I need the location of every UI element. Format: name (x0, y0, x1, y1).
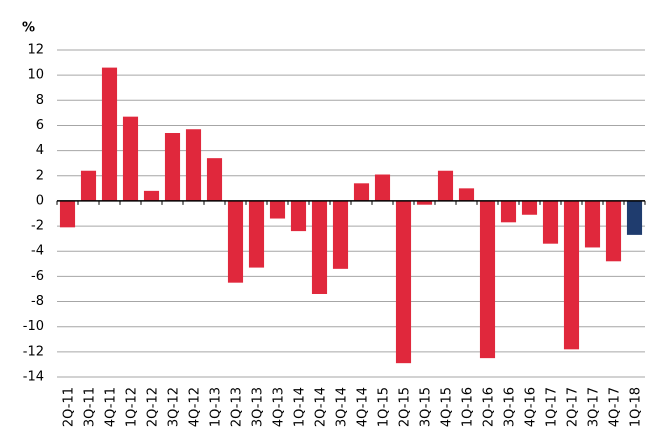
y-axis-label: % (22, 21, 35, 36)
y-tick-label: -10 (23, 319, 44, 334)
bar (290, 200, 307, 232)
y-tick-label: 12 (27, 43, 44, 58)
bar (395, 200, 412, 364)
x-tick-label: 3Q-16 (503, 387, 518, 427)
x-tick-label: 4Q-14 (356, 387, 371, 427)
x-tick-label: 1Q-17 (545, 387, 560, 427)
y-tick-label: -14 (23, 370, 44, 385)
bar (584, 200, 601, 248)
x-tick-label: 4Q-11 (104, 387, 119, 427)
bar (353, 183, 370, 201)
x-tick-label: 1Q-15 (377, 387, 392, 427)
y-tick-label: -12 (23, 344, 44, 359)
x-tick-label: 4Q-12 (188, 387, 203, 427)
y-tick-label: -8 (31, 294, 44, 309)
y-tick-label: -6 (31, 269, 44, 284)
x-tick-label: 3Q-15 (419, 387, 434, 427)
bar (437, 170, 454, 201)
y-tick-label: 0 (36, 193, 44, 208)
bar (311, 200, 328, 294)
y-tick-label: 10 (27, 68, 44, 83)
x-tick-label: 2Q-15 (398, 387, 413, 427)
bar (80, 170, 97, 201)
x-tick-label: 4Q-17 (608, 387, 623, 427)
bar (164, 133, 181, 201)
x-tick-label: 1Q-18 (629, 387, 644, 427)
x-tick-label: 2Q-16 (482, 387, 497, 427)
bar (269, 200, 286, 219)
bar (374, 174, 391, 201)
bar (101, 67, 118, 201)
bar (626, 200, 643, 235)
bar (332, 200, 349, 269)
x-tick-label: 4Q-13 (272, 387, 287, 427)
x-tick-label: 2Q-14 (314, 387, 329, 427)
bar (521, 200, 538, 215)
x-tick-label: 2Q-13 (230, 387, 245, 427)
y-tick-label: 8 (36, 93, 44, 108)
y-tick-label: -4 (31, 244, 44, 259)
x-tick-label: 3Q-14 (335, 387, 350, 427)
bar (206, 158, 223, 201)
x-tick-label: 4Q-15 (440, 387, 455, 427)
bar (542, 200, 559, 244)
bar (59, 200, 76, 228)
x-tick-label: 2Q-17 (566, 387, 581, 427)
bar (248, 200, 265, 268)
bar (605, 200, 622, 262)
bar (563, 200, 580, 350)
bar (479, 200, 496, 359)
bar (416, 200, 433, 205)
bar (143, 190, 160, 201)
x-tick-label: 1Q-14 (293, 387, 308, 427)
bar (500, 200, 517, 223)
y-tick-label: 6 (36, 118, 44, 133)
bar (185, 129, 202, 201)
bar (227, 200, 244, 283)
y-tick-label: 4 (36, 143, 44, 158)
x-tick-label: 4Q-16 (524, 387, 539, 427)
x-tick-label: 1Q-12 (125, 387, 140, 427)
y-tick-label: 2 (36, 168, 44, 183)
x-tick-label: 2Q-11 (62, 387, 77, 427)
bar (122, 116, 139, 201)
x-tick-label: 3Q-13 (251, 387, 266, 427)
x-tick-label: 3Q-12 (167, 387, 182, 427)
bar (458, 188, 475, 201)
x-tick-label: 1Q-16 (461, 387, 476, 427)
x-tick-label: 3Q-11 (83, 387, 98, 427)
x-tick-label: 2Q-12 (146, 387, 161, 427)
x-tick-label: 3Q-17 (587, 387, 602, 427)
x-tick-label: 1Q-13 (209, 387, 224, 427)
y-tick-label: -2 (31, 219, 44, 234)
